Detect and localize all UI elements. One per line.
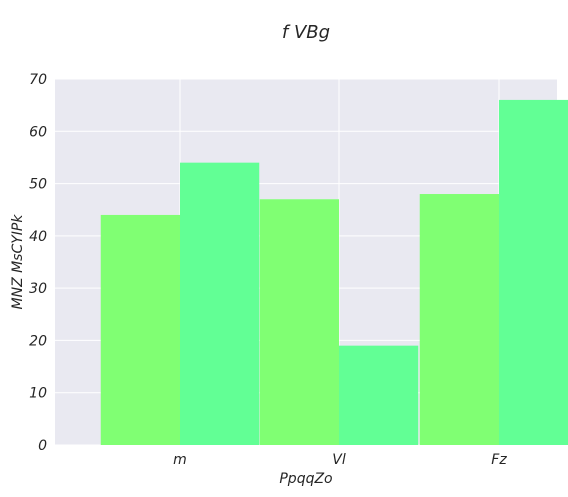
y-tick-label: 30: [29, 281, 47, 297]
x-tick-label: Fz: [491, 452, 507, 468]
y-tick-label: 0: [38, 438, 47, 454]
y-tick-label: 60: [29, 124, 47, 140]
x-tick-label: m: [173, 452, 187, 468]
y-tick-label: 70: [29, 72, 47, 88]
y-axis-label: MNZ MsCYIPk: [10, 214, 26, 310]
y-tick-label: 50: [29, 177, 47, 193]
y-tick-label: 40: [29, 229, 47, 245]
x-axis-label: PpqqZo: [279, 471, 332, 487]
y-tick-label: 20: [29, 333, 47, 349]
bar-series-2-fz: [499, 99, 568, 446]
bar-series-1-vl: [259, 199, 339, 445]
bar-series-2-vl: [339, 345, 419, 445]
bar-series-2-m: [180, 162, 260, 445]
y-tick-label: 10: [29, 386, 47, 402]
y-axis-ticks: 0 10 20 30 40 50 60 70: [29, 72, 47, 454]
chart-title: f VBg: [282, 22, 330, 43]
bar-series-1-m: [100, 214, 180, 445]
x-axis-ticks: m Vl Fz: [173, 452, 507, 468]
bar-series-1-fz: [419, 194, 499, 445]
bars: [100, 99, 568, 446]
x-tick-label: Vl: [332, 452, 346, 468]
